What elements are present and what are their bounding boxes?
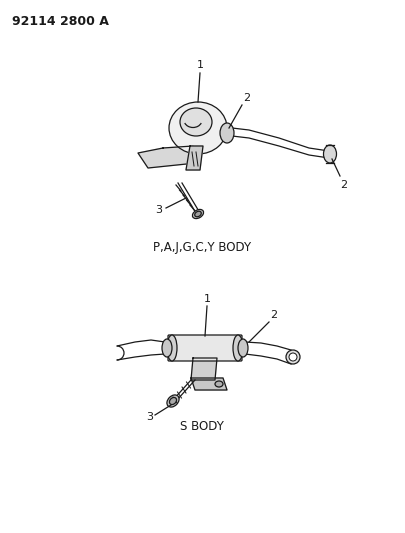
Ellipse shape: [162, 339, 172, 357]
Text: S BODY: S BODY: [180, 419, 224, 432]
Polygon shape: [191, 358, 217, 380]
Ellipse shape: [324, 145, 337, 163]
Ellipse shape: [195, 211, 201, 217]
Polygon shape: [186, 146, 203, 170]
Polygon shape: [138, 146, 196, 168]
Ellipse shape: [289, 353, 297, 361]
Text: 2: 2: [270, 310, 277, 320]
Ellipse shape: [220, 123, 234, 143]
Ellipse shape: [167, 335, 177, 361]
Text: 92114 2800 A: 92114 2800 A: [12, 15, 109, 28]
Text: 3: 3: [155, 205, 162, 215]
Ellipse shape: [238, 339, 248, 357]
Ellipse shape: [192, 209, 204, 219]
Ellipse shape: [169, 398, 177, 405]
Text: P,A,J,G,C,Y BODY: P,A,J,G,C,Y BODY: [153, 240, 251, 254]
Ellipse shape: [167, 395, 179, 407]
Text: 1: 1: [196, 60, 203, 70]
FancyBboxPatch shape: [168, 335, 242, 361]
Polygon shape: [191, 378, 227, 390]
Text: 2: 2: [243, 93, 250, 103]
Ellipse shape: [286, 350, 300, 364]
Text: 3: 3: [146, 412, 153, 422]
Text: 2: 2: [340, 180, 347, 190]
Ellipse shape: [180, 108, 212, 136]
Text: 1: 1: [203, 294, 211, 304]
Ellipse shape: [215, 381, 223, 387]
Ellipse shape: [169, 102, 227, 154]
Ellipse shape: [233, 335, 243, 361]
